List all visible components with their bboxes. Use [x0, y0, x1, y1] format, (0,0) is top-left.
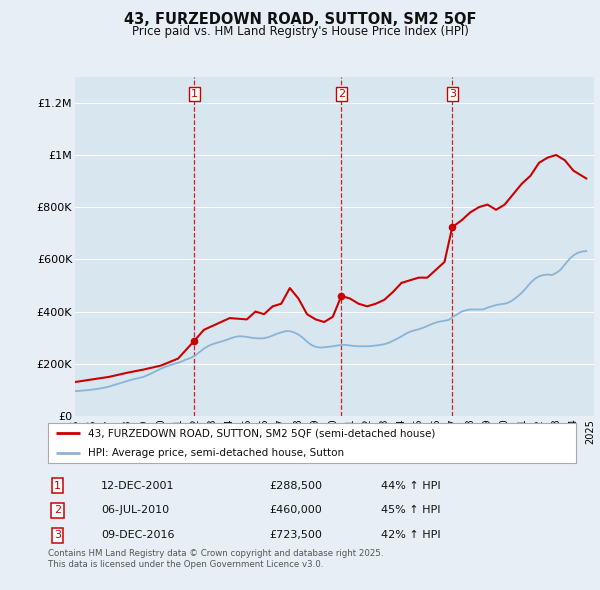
- Text: 2: 2: [54, 506, 61, 515]
- Text: 09-DEC-2016: 09-DEC-2016: [101, 530, 175, 540]
- Text: Contains HM Land Registry data © Crown copyright and database right 2025.
This d: Contains HM Land Registry data © Crown c…: [48, 549, 383, 569]
- Text: £288,500: £288,500: [270, 481, 323, 490]
- Text: Price paid vs. HM Land Registry's House Price Index (HPI): Price paid vs. HM Land Registry's House …: [131, 25, 469, 38]
- Text: 3: 3: [449, 88, 456, 99]
- Text: 43, FURZEDOWN ROAD, SUTTON, SM2 5QF (semi-detached house): 43, FURZEDOWN ROAD, SUTTON, SM2 5QF (sem…: [88, 428, 435, 438]
- Text: 44% ↑ HPI: 44% ↑ HPI: [380, 481, 440, 490]
- Text: 1: 1: [191, 88, 198, 99]
- Text: 45% ↑ HPI: 45% ↑ HPI: [380, 506, 440, 515]
- Text: £460,000: £460,000: [270, 506, 323, 515]
- Text: £723,500: £723,500: [270, 530, 323, 540]
- Text: 42% ↑ HPI: 42% ↑ HPI: [380, 530, 440, 540]
- Text: 06-JUL-2010: 06-JUL-2010: [101, 506, 169, 515]
- Text: 1: 1: [54, 481, 61, 490]
- Text: 43, FURZEDOWN ROAD, SUTTON, SM2 5QF: 43, FURZEDOWN ROAD, SUTTON, SM2 5QF: [124, 12, 476, 27]
- Text: 3: 3: [54, 530, 61, 540]
- Text: HPI: Average price, semi-detached house, Sutton: HPI: Average price, semi-detached house,…: [88, 448, 344, 458]
- Text: 12-DEC-2001: 12-DEC-2001: [101, 481, 175, 490]
- Text: 2: 2: [338, 88, 345, 99]
